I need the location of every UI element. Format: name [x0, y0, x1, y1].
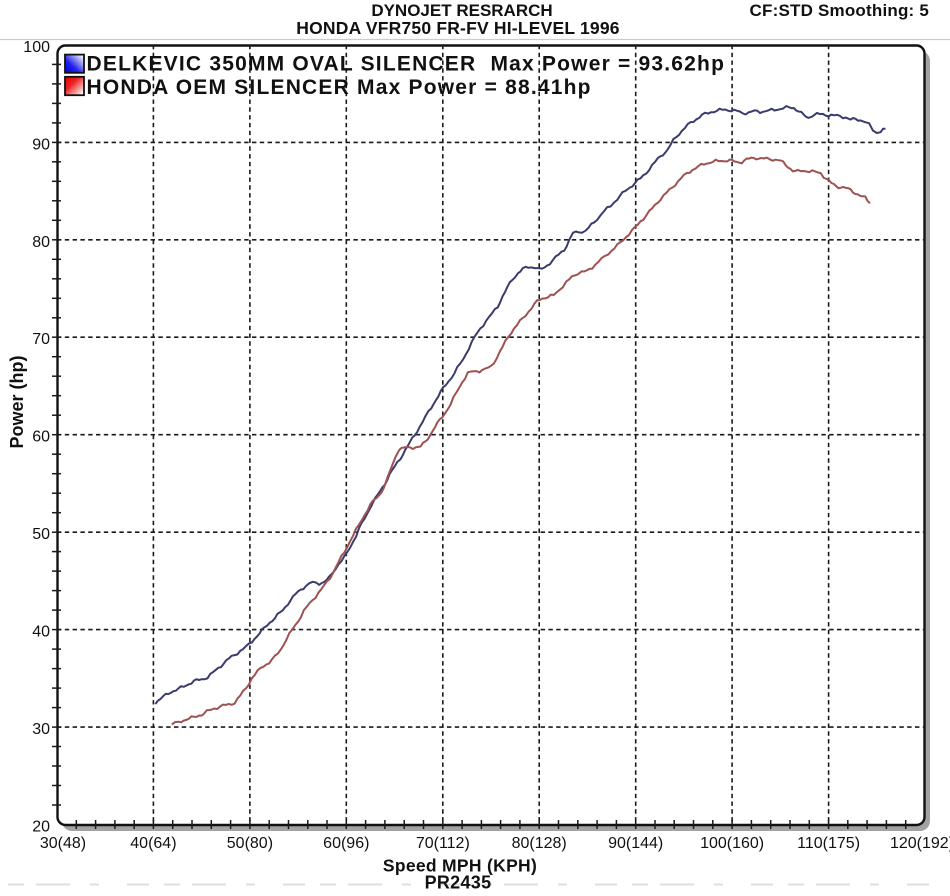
svg-text:70: 70: [32, 331, 50, 348]
svg-text:20: 20: [32, 819, 50, 836]
svg-text:30(48): 30(48): [40, 835, 86, 852]
svg-text:120(192): 120(192): [890, 835, 950, 852]
svg-text:80(128): 80(128): [512, 835, 567, 852]
svg-text:DELKEVIC 350MM OVAL SILENCER: DELKEVIC 350MM OVAL SILENCER Max Power =…: [87, 52, 726, 75]
svg-text:90: 90: [32, 136, 50, 153]
svg-text:70(112): 70(112): [416, 835, 470, 852]
svg-text:30: 30: [32, 721, 50, 738]
svg-text:100(160): 100(160): [700, 835, 764, 852]
svg-text:Speed MPH (KPH): Speed MPH (KPH): [383, 856, 537, 876]
svg-text:DYNOJET RESRARCH: DYNOJET RESRARCH: [371, 1, 552, 20]
svg-text:50(80): 50(80): [227, 835, 273, 852]
svg-text:90(144): 90(144): [608, 835, 663, 852]
svg-text:40: 40: [32, 624, 50, 641]
svg-text:80: 80: [32, 234, 50, 251]
svg-text:40(64): 40(64): [130, 835, 176, 852]
svg-text:PR2435: PR2435: [425, 873, 492, 892]
svg-text:Power (hp): Power (hp): [7, 355, 27, 448]
svg-text:110(175): 110(175): [797, 835, 860, 852]
svg-text:60: 60: [32, 429, 50, 446]
svg-text:60(96): 60(96): [323, 835, 369, 852]
svg-text:CF:STD Smoothing: 5: CF:STD Smoothing: 5: [750, 1, 929, 20]
svg-text:HONDA OEM SILENCER Max Power =: HONDA OEM SILENCER Max Power = 88.41hp: [87, 76, 592, 99]
svg-text:HONDA VFR750 FR-FV HI-LEVEL 19: HONDA VFR750 FR-FV HI-LEVEL 1996: [296, 18, 619, 38]
svg-text:50: 50: [32, 526, 50, 543]
svg-text:100: 100: [23, 39, 50, 56]
